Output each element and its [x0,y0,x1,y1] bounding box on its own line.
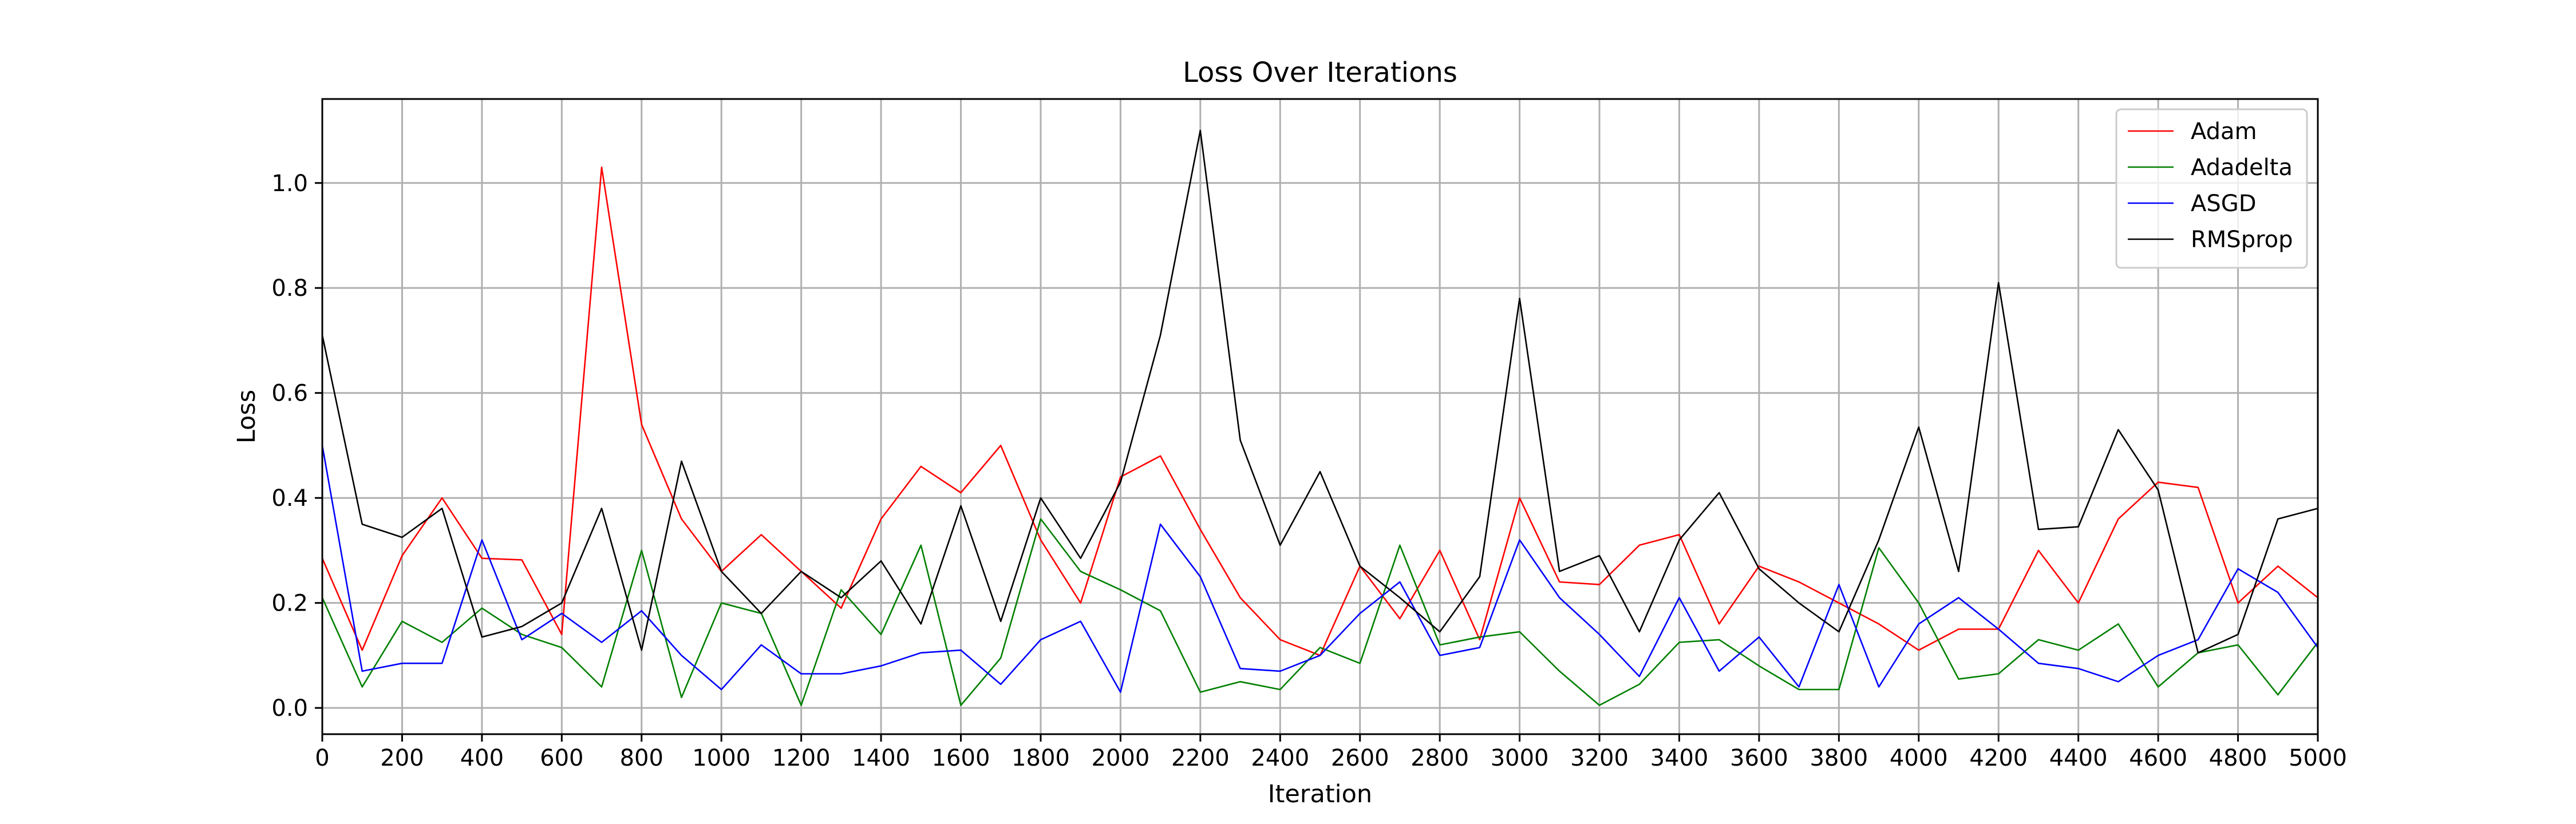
x-tick-label: 4600 [2129,745,2187,771]
y-tick-label: 0.2 [271,591,308,617]
x-tick-label: 4000 [1890,745,1948,771]
y-tick-label: 1.0 [271,171,308,197]
legend-box [2115,108,2308,269]
x-tick-label: 400 [460,745,504,771]
y-tick-label: 0.4 [271,485,308,512]
y-axis-title: Loss [232,390,261,443]
x-axis-title: Iteration [1268,780,1372,809]
legend: Adam Adadelta ASGD RMSprop [2115,108,2308,269]
plot-frame [321,98,2319,735]
series-line-rmsprop [321,129,2318,654]
x-tick-label: 1600 [932,745,990,771]
x-tick-label: 3600 [1730,745,1788,771]
legend-label: ASGD [2191,191,2257,217]
x-axis-ticks: 0 200 400 600 800 1000 1200 1400 1600 1800 2000 220… [315,734,2347,771]
series-lines [321,129,2319,706]
x-tick-label: 2000 [1092,745,1150,771]
x-tick-label: 4200 [1969,745,2028,771]
grid-lines [321,99,2319,734]
x-tick-label: 0 [315,745,329,771]
y-tick-label: 0.8 [271,275,308,302]
x-tick-label: 4400 [2049,745,2108,771]
x-tick-label: 3800 [1809,745,1868,771]
legend-label: Adam [2191,118,2257,145]
series-line-asgd [321,445,2319,693]
x-tick-label: 200 [380,745,424,771]
x-tick-label: 2200 [1171,745,1230,771]
x-tick-label: 2600 [1331,745,1389,771]
x-tick-label: 600 [540,745,583,771]
x-tick-label: 2400 [1251,745,1309,771]
x-tick-label: 5000 [2289,745,2347,771]
y-tick-label: 0.6 [271,381,308,407]
x-tick-label: 3000 [1491,745,1549,771]
x-tick-label: 2800 [1411,745,1469,771]
legend-label: Adadelta [2191,154,2293,181]
series-line-adadelta [321,518,2319,706]
x-tick-label: 1000 [692,745,750,771]
x-tick-label: 1800 [1012,745,1070,771]
x-tick-label: 800 [620,745,663,771]
x-tick-label: 1400 [852,745,910,771]
y-tick-label: 0.0 [271,695,308,722]
legend-label: RMSprop [2191,227,2293,253]
x-tick-label: 3200 [1570,745,1629,771]
x-tick-label: 1200 [772,745,831,771]
y-axis-ticks: 0.0 0.2 0.4 0.6 0.8 1.0 [271,171,322,722]
x-tick-label: 3400 [1650,745,1709,771]
chart-title: Loss Over Iterations [1183,57,1457,89]
x-tick-label: 4800 [2209,745,2267,771]
